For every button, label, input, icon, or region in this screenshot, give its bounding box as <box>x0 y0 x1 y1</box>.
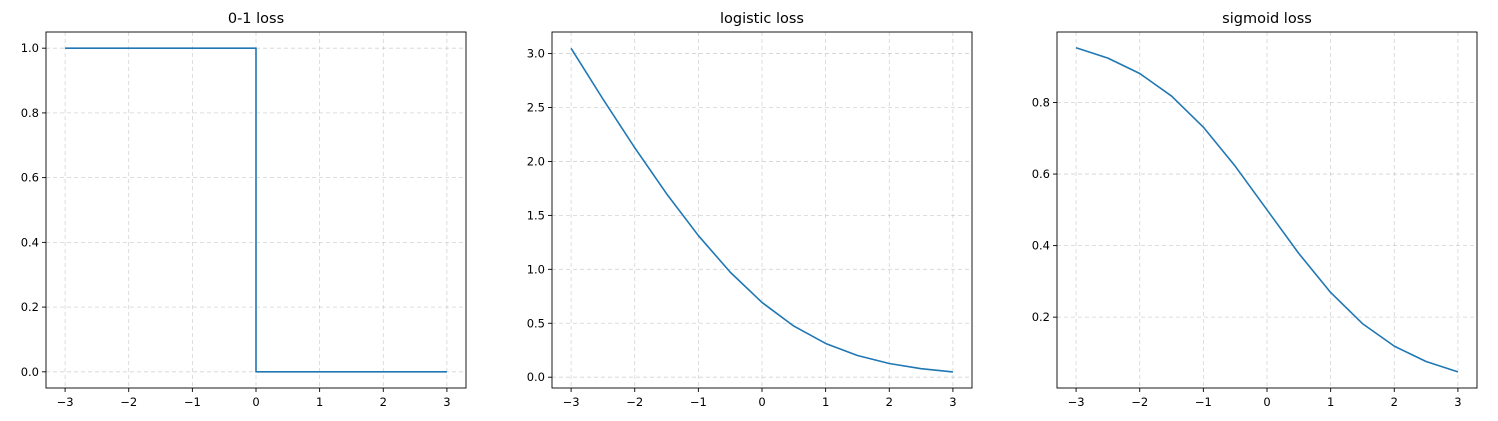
chart-title: sigmoid loss <box>1222 11 1312 27</box>
y-tick-label: 0.0 <box>21 365 39 379</box>
y-tick-label: 0.0 <box>527 370 545 384</box>
y-tick-label: 1.0 <box>527 262 545 276</box>
x-tick-label: 2 <box>380 395 387 409</box>
x-tick-label: 3 <box>949 395 956 409</box>
y-tick-label: 2.5 <box>527 101 545 115</box>
x-tick-label: 0 <box>758 395 765 409</box>
chart-title: 0-1 loss <box>228 11 284 27</box>
y-tick-label: 0.8 <box>21 106 39 120</box>
chart-panel-3: −3 −2 −1 0 1 2 3 0.2 0.4 0.6 0.8 sigmoid loss <box>1032 11 1478 409</box>
x-tick-label: 1 <box>1327 395 1334 409</box>
y-tick-label: 0.8 <box>1032 95 1050 109</box>
x-tick-label: 0 <box>1263 395 1270 409</box>
y-tick-label: 0.2 <box>1032 310 1050 324</box>
y-tick-label: 3.0 <box>527 47 545 61</box>
y-tick-label: 0.6 <box>21 171 39 185</box>
x-tick-label: 1 <box>316 395 323 409</box>
x-tick-label: 3 <box>443 395 450 409</box>
y-tick-label: 1.0 <box>21 41 39 55</box>
series-line <box>570 47 953 373</box>
y-tick-label: 1.5 <box>527 208 545 222</box>
y-tick-label: 0.6 <box>1032 167 1050 181</box>
chart-panel-2: −3 −2 −1 0 1 2 3 0.0 0.5 1.0 1.5 2.0 2.5 3.0 logistic … <box>527 11 973 409</box>
chart-title: logistic loss <box>720 11 804 27</box>
x-tick-label: −3 <box>1068 395 1085 409</box>
x-tick-label: 0 <box>252 395 259 409</box>
x-tick-label: 2 <box>886 395 893 409</box>
x-tick-label: −3 <box>563 395 580 409</box>
x-tick-label: 2 <box>1391 395 1398 409</box>
x-tick-label: −2 <box>120 395 137 409</box>
chart-panel-1: −3 −2 −1 0 1 2 3 0.0 0.2 0.4 0.6 0.8 1.0 0-1 loss <box>21 11 467 409</box>
x-tick-label: −3 <box>57 395 74 409</box>
x-tick-label: −1 <box>1195 395 1212 409</box>
x-tick-label: 1 <box>822 395 829 409</box>
x-tick-label: −1 <box>184 395 201 409</box>
x-tick-label: −2 <box>626 395 643 409</box>
y-tick-label: 2.0 <box>527 154 545 168</box>
x-tick-label: −1 <box>690 395 707 409</box>
y-tick-label: 0.2 <box>21 300 39 314</box>
y-tick-label: 0.5 <box>527 316 545 330</box>
series-line <box>1075 46 1459 373</box>
y-tick-label: 0.4 <box>21 235 39 249</box>
series-line <box>65 47 447 373</box>
y-tick-label: 0.4 <box>1032 239 1050 253</box>
x-tick-label: 3 <box>1454 395 1461 409</box>
x-tick-label: −2 <box>1131 395 1148 409</box>
